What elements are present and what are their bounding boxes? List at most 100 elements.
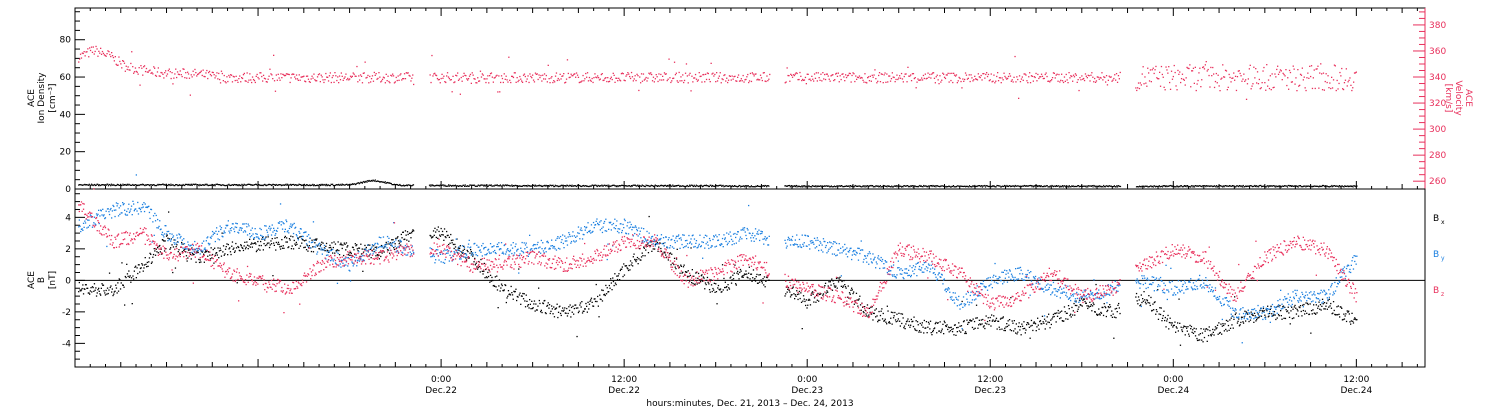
- density-point: [194, 183, 196, 185]
- velocity-point: [875, 78, 877, 80]
- bx-point: [555, 307, 558, 309]
- velocity-point: [100, 53, 103, 55]
- velocity-point: [1280, 70, 1282, 72]
- velocity-point: [898, 77, 900, 79]
- bx-point: [1087, 305, 1090, 307]
- density-point: [1164, 185, 1166, 187]
- bx-point: [272, 275, 274, 277]
- velocity-point: [653, 81, 655, 83]
- density-point: [1282, 185, 1284, 187]
- velocity-point: [135, 70, 137, 73]
- velocity-point: [957, 80, 959, 82]
- bx-point: [1235, 312, 1237, 314]
- bx-point: [251, 242, 253, 244]
- bx-point: [878, 310, 880, 313]
- velocity-point: [268, 75, 270, 77]
- bx-point: [210, 247, 212, 249]
- density-point: [1068, 186, 1070, 188]
- velocity-point: [726, 77, 728, 79]
- bx-point: [563, 309, 565, 311]
- bx-point: [365, 246, 367, 249]
- density-point: [1116, 185, 1118, 187]
- by-point: [87, 226, 89, 228]
- bx-point: [1106, 310, 1108, 313]
- bx-point: [956, 331, 958, 333]
- bx-point: [564, 312, 566, 314]
- velocity-point: [879, 81, 882, 83]
- bx-point: [1138, 299, 1140, 301]
- density-point: [1166, 186, 1168, 188]
- velocity-point: [727, 81, 729, 84]
- velocity-point: [1033, 76, 1035, 78]
- velocity-point: [515, 81, 517, 83]
- density-point: [861, 186, 863, 188]
- density-point: [637, 184, 639, 186]
- density-point: [618, 185, 620, 187]
- bx-point: [1044, 328, 1046, 330]
- density-point: [1014, 184, 1016, 187]
- bx-point: [1297, 315, 1300, 317]
- density-point: [613, 184, 615, 186]
- density-point: [566, 184, 568, 186]
- velocity-point: [887, 81, 889, 83]
- bx-point: [542, 302, 545, 305]
- density-point: [165, 184, 167, 186]
- bx-point: [1215, 328, 1217, 330]
- velocity-point: [256, 73, 258, 76]
- density-point: [403, 185, 405, 187]
- bx-point: [395, 247, 398, 249]
- velocity-point: [97, 55, 99, 57]
- bx-point: [991, 314, 993, 316]
- bx-point: [877, 319, 880, 321]
- bx-point: [1169, 317, 1171, 319]
- density-point: [163, 184, 165, 186]
- density-point: [1241, 186, 1244, 188]
- bx-point: [631, 262, 633, 264]
- bx-point: [385, 241, 387, 244]
- density-point: [206, 184, 209, 186]
- velocity-point: [813, 73, 816, 75]
- bx-point: [1233, 318, 1235, 320]
- velocity-point: [1275, 76, 1277, 78]
- velocity-point: [671, 80, 673, 82]
- bx-point: [1002, 317, 1004, 319]
- velocity-point: [476, 82, 478, 84]
- bx-point: [1318, 301, 1320, 303]
- bx-point: [994, 320, 996, 322]
- bx-point: [1078, 306, 1080, 308]
- velocity-point: [983, 73, 985, 75]
- density-point: [217, 184, 219, 186]
- bx-point: [274, 237, 276, 239]
- density-point: [803, 186, 805, 188]
- density-point: [223, 184, 225, 186]
- bx-point: [1219, 331, 1221, 334]
- bx-point: [989, 316, 991, 319]
- bx-point: [1277, 305, 1279, 307]
- bx-point: [1030, 325, 1032, 327]
- velocity-point: [1189, 64, 1191, 66]
- bx-point: [824, 285, 826, 287]
- density-point: [938, 185, 940, 187]
- density-point: [662, 184, 664, 187]
- density-point: [673, 185, 675, 187]
- velocity-point: [1156, 77, 1158, 79]
- velocity-point: [558, 79, 560, 81]
- bx-point: [1145, 303, 1147, 305]
- velocity-point: [446, 75, 448, 77]
- bx-point: [1047, 321, 1049, 323]
- bx-point: [1271, 315, 1274, 317]
- density-point: [134, 184, 136, 186]
- density-point: [1008, 185, 1010, 187]
- bx-point: [1213, 334, 1215, 336]
- bx-point: [1039, 320, 1042, 322]
- velocity-point: [258, 78, 260, 80]
- bx-point: [509, 294, 512, 296]
- bx-point: [743, 273, 746, 275]
- density-point: [1012, 185, 1014, 187]
- density-point: [984, 184, 986, 187]
- bx-point: [349, 254, 351, 256]
- velocity-point: [244, 80, 246, 82]
- density-point: [526, 185, 528, 188]
- bx-point: [1180, 326, 1182, 328]
- bx-point: [1338, 313, 1340, 315]
